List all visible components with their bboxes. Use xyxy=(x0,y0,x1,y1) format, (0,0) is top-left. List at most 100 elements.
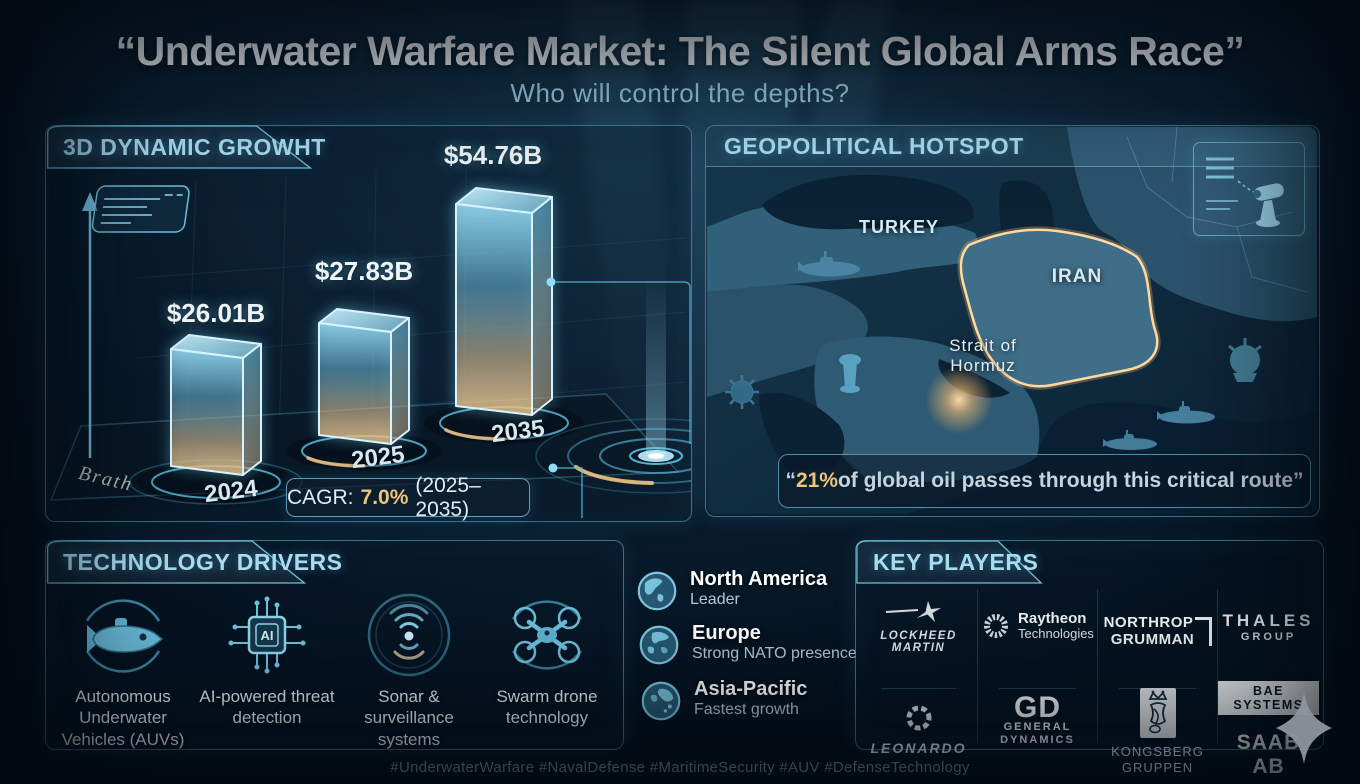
bar-value-2025: $27.83B xyxy=(314,256,414,286)
surveillance-mini-panel xyxy=(1193,142,1305,236)
iran-landmass xyxy=(959,228,1159,388)
sonar-ping-graphic xyxy=(535,276,691,494)
geopolitical-panel: GEOPOLITICAL HOTSPOT TURKEY IRAN Strait … xyxy=(705,125,1320,517)
tech-label: AI-powered threat detection xyxy=(199,687,335,728)
bar-2035 xyxy=(455,187,553,416)
ai-chip-text: AI xyxy=(261,628,274,643)
quote-value: 21% xyxy=(795,469,838,492)
tab-outline xyxy=(855,540,1043,584)
lockheed-star-icon xyxy=(885,601,941,622)
region-detail: Fastest growth xyxy=(694,701,799,718)
tab-outline xyxy=(45,125,313,169)
label-iran: IRAN xyxy=(1051,266,1103,287)
globe-americas-icon xyxy=(637,571,677,611)
globe-europe-icon xyxy=(639,625,679,665)
cagr-period: (2025–2035) xyxy=(415,473,481,521)
globe-asia-icon xyxy=(641,681,681,721)
players-panel-title: KEY PLAYERS xyxy=(873,548,1039,575)
key-players-panel: KEY PLAYERS LOCKHEED MARTIN LEONARDO xyxy=(855,540,1324,778)
growth-bar-chart xyxy=(49,167,691,518)
panel-tab: KEY PLAYERS xyxy=(855,540,1043,584)
kongsberg-crest-icon xyxy=(1139,688,1176,738)
region-name: North America xyxy=(690,568,828,590)
red-sea xyxy=(759,393,845,472)
raytheon-wordmark2: Technologies xyxy=(1018,625,1094,641)
players-column: LOCKHEED MARTIN LEONARDO xyxy=(860,589,977,756)
sonar-buoy-icon xyxy=(839,354,861,393)
central-asia-landmass xyxy=(1067,127,1317,322)
tab-outline xyxy=(45,540,307,584)
logo-lockheed-martin: LOCKHEED MARTIN xyxy=(860,601,977,654)
bae-wordmark: BAE SYSTEMS xyxy=(1218,681,1319,715)
panel-tab: 3D DYNAMIC GROWHT xyxy=(45,125,325,169)
black-sea xyxy=(762,174,974,230)
quote-text: of global oil passes through this critic… xyxy=(837,469,1304,492)
chart-panel-title: 3D DYNAMIC GROWHT xyxy=(63,133,326,160)
leonardo-wordmark: LEONARDO xyxy=(870,740,967,756)
logo-saab: SAAB AB xyxy=(1218,731,1319,779)
row-divider xyxy=(881,688,956,689)
technology-drivers-panel: TECHNOLOGY DRIVERS Autonomous Underwater… xyxy=(45,540,624,750)
region-name: Asia-Pacific xyxy=(694,678,808,700)
logo-general-dynamics: GD GENERAL DYNAMICS xyxy=(978,691,1097,746)
region-detail: Strong NATO presence xyxy=(692,645,857,662)
tech-label: Autonomous Underwater Vehicles (AUVs) xyxy=(61,687,185,749)
logo-thales: THALES GROUP xyxy=(1218,611,1319,643)
page-subtitle: Who will control the depths? xyxy=(510,78,850,108)
bar-value-2035: $54.76B xyxy=(443,140,543,170)
data-card-icon xyxy=(91,185,190,233)
submarine-icon xyxy=(1103,430,1157,450)
map-panel-title: GEOPOLITICAL HOTSPOT xyxy=(724,132,1024,159)
region-north-america: North America Leader xyxy=(636,568,828,611)
kongsberg-wordmark1: KONGSBERG xyxy=(1111,744,1204,759)
saab-wordmark: SAAB AB xyxy=(1236,731,1301,778)
region-asia-pacific: Asia-Pacific Fastest growth xyxy=(640,678,808,721)
northrop-wordmark2: GRUMMAN xyxy=(1110,630,1195,648)
submarine-icon xyxy=(1157,401,1215,424)
levant-landmass xyxy=(707,284,868,397)
northrop-bracket xyxy=(1195,617,1213,646)
ai-chip-icon: AI xyxy=(228,596,306,674)
logo-raytheon: Raytheon Technologies xyxy=(978,611,1097,641)
sparkle-icon xyxy=(1276,692,1332,764)
connector-lines xyxy=(556,281,691,518)
sonar-waves-icon xyxy=(367,593,451,677)
page-title: “Underwater Warfare Market: The Silent G… xyxy=(115,28,1245,74)
swarm-drone-icon xyxy=(511,600,583,670)
region-detail: Leader xyxy=(690,591,740,608)
y-axis-arrow xyxy=(82,192,98,458)
hashtags-footer: #UnderwaterWarfare #NavalDefense #Mariti… xyxy=(390,759,970,776)
surveillance-camera-icon xyxy=(1206,157,1284,227)
cagr-label: CAGR: xyxy=(287,485,354,509)
auv-submarine-icon xyxy=(85,599,164,673)
thales-wordmark1: THALES xyxy=(1222,611,1315,630)
bar-value-2024: $26.01B xyxy=(166,298,266,328)
gd-wordmark1: GENERAL xyxy=(1003,721,1072,733)
leonardo-pinwheel-icon xyxy=(906,705,931,731)
submarine-icon xyxy=(798,251,860,277)
panel-tab: TECHNOLOGY DRIVERS xyxy=(45,540,342,584)
sea-mine-icon xyxy=(725,375,759,409)
hormuz-glow xyxy=(925,366,993,434)
raytheon-sunburst-icon xyxy=(984,614,1009,639)
thales-wordmark2: GROUP xyxy=(1240,631,1297,643)
bar-2025 xyxy=(318,308,410,445)
region-name: Europe xyxy=(692,622,761,644)
bar-2024 xyxy=(170,334,262,476)
tech-item-sonar: Sonar & surveillance systems xyxy=(338,589,480,750)
logo-kongsberg: KONGSBERG GRUPPEN xyxy=(1098,687,1217,775)
market-growth-panel: 3D DYNAMIC GROWHT xyxy=(45,125,692,522)
players-column: THALES GROUP BAE SYSTEMS SAAB AB xyxy=(1217,589,1319,778)
logo-northrop-grumman: NORTHROP GRUMMAN xyxy=(1098,614,1217,649)
tech-item-auv: Autonomous Underwater Vehicles (AUVs) xyxy=(52,589,194,750)
players-column: NORTHROP GRUMMAN KONGSBERG xyxy=(1097,589,1217,775)
connector-dot xyxy=(546,277,556,287)
gd-mark: GD xyxy=(1014,691,1061,724)
northrop-wordmark1: NORTHROP xyxy=(1103,614,1194,631)
lockheed-wordmark: LOCKHEED MARTIN xyxy=(880,630,957,654)
label-strait-of-hormuz: Strait of Hormuz xyxy=(949,336,1017,375)
tech-label: Swarm drone technology xyxy=(496,687,598,728)
tech-item-ai: AI AI-powered threat detection xyxy=(196,589,338,729)
tech-item-drone: Swarm drone technology xyxy=(476,589,618,729)
